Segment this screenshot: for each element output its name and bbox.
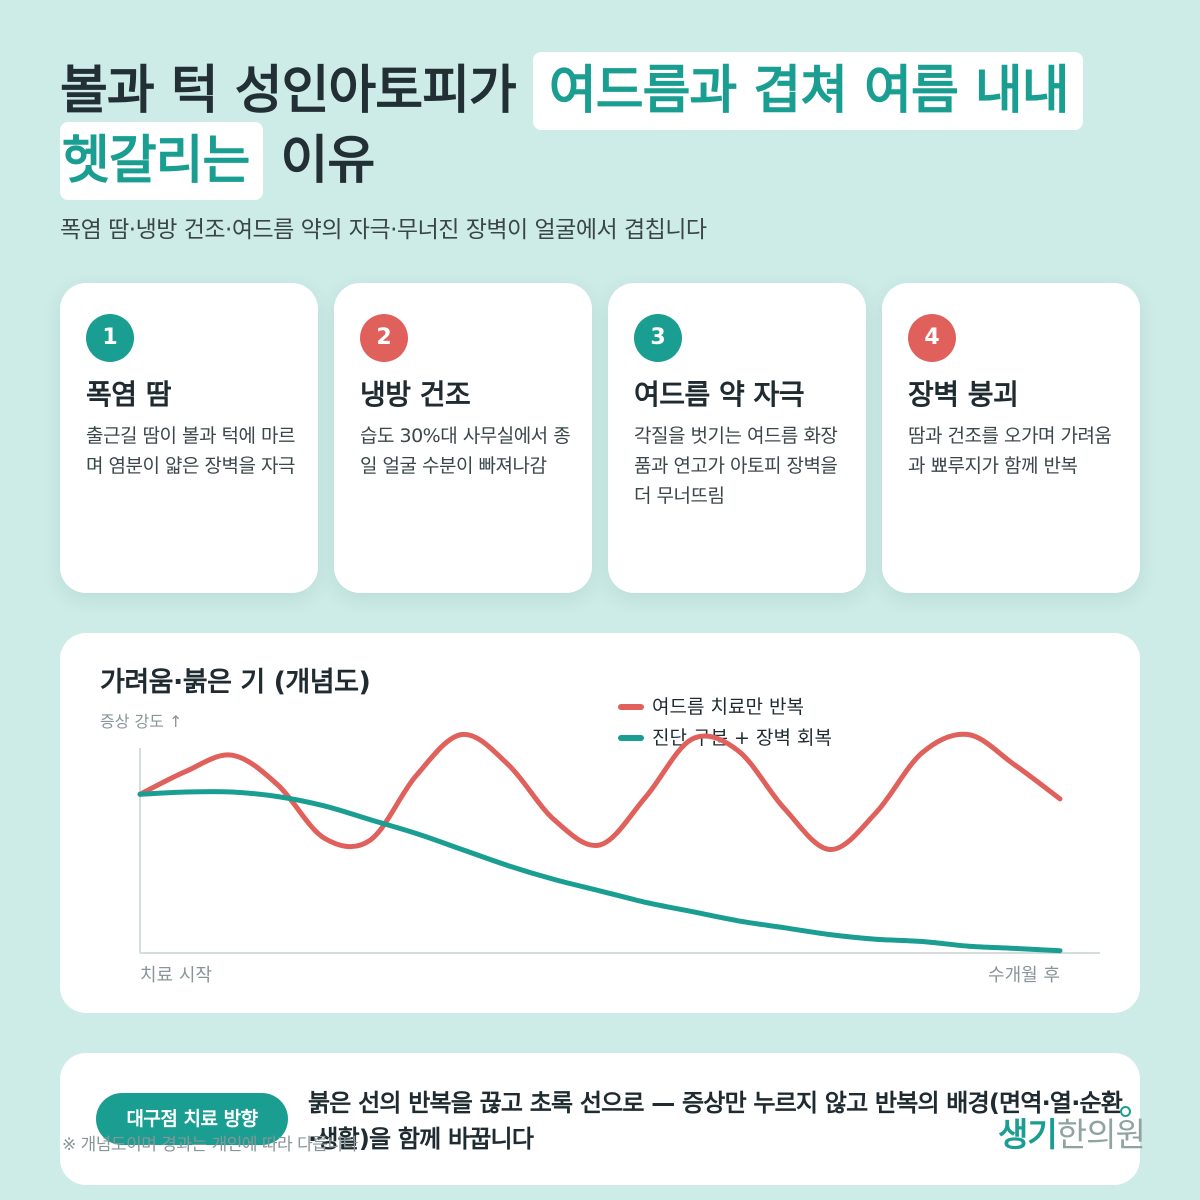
- series-line-1: [137, 789, 1063, 954]
- summary-card: 대구점 치료 방향 붉은 선의 반복을 끊고 초록 선으로 — 증상만 누르지 …: [60, 1053, 1140, 1185]
- card-number-badge: 3: [634, 314, 682, 362]
- page-title: 볼과 턱 성인아토피가 여드름과 겹쳐 여름 내내 헷갈리는 이유: [60, 52, 1150, 200]
- logo-text-secondary: 한의원: [1056, 1115, 1146, 1154]
- card-title: 냉방 건조: [360, 378, 471, 411]
- cause-card-4: 4 장벽 붕괴 땀과 건조를 오가며 가려움과 뾰루지가 함께 반복: [882, 283, 1140, 593]
- summary-text: 붉은 선의 반복을 끊고 초록 선으로 — 증상만 누르지 않고 반복의 배경(…: [308, 1089, 1123, 1153]
- title-part-1: 볼과 턱 성인아토피가: [60, 61, 517, 121]
- title-line-2: 헷갈리는 이유: [60, 122, 1150, 200]
- card-number-badge: 4: [908, 314, 956, 362]
- card-description: 습도 30%대 사무실에서 종일 얼굴 수분이 빠져나감: [360, 425, 571, 477]
- legend-label-teal: 진단 구분 + 장벽 회복: [652, 727, 832, 749]
- card-number-badge: 1: [86, 314, 134, 362]
- title-highlight-2: 헷갈리는: [60, 122, 264, 200]
- logo-text-primary: 생기: [998, 1115, 1058, 1154]
- x-end-label: 수개월 후: [988, 965, 1060, 986]
- clinic-logo: 생기한의원: [998, 1108, 1146, 1156]
- chart-title: 가려움·붉은 기 (개념도): [100, 667, 371, 698]
- cause-card-3: 3 여드름 약 자극 각질을 벗기는 여드름 화장품과 연고가 아토피 장벽을 …: [608, 283, 866, 593]
- card-title: 장벽 붕괴: [908, 378, 1019, 411]
- disclaimer-note: ※ 개념도이며 경과는 개인에 따라 다릅니다: [62, 1135, 358, 1155]
- card-title: 여드름 약 자극: [634, 378, 805, 411]
- logo-dot-icon: [1120, 1106, 1131, 1117]
- cause-card-2: 2 냉방 건조 습도 30%대 사무실에서 종일 얼굴 수분이 빠져나감: [334, 283, 592, 593]
- title-highlight-1: 여드름과 겹쳐 여름 내내: [532, 52, 1083, 130]
- chart-card: 가려움·붉은 기 (개념도) 증상 강도 ↑ 치료 시작 수개월 후 여드름 치…: [60, 633, 1140, 1013]
- chart-legend: 여드름 치료만 반복 진단 구분 + 장벽 회복: [618, 696, 832, 749]
- card-title: 폭염 땀: [86, 378, 172, 411]
- card-description: 출근길 땀이 볼과 턱에 마르며 염분이 얇은 장벽을 자극: [86, 425, 295, 477]
- cause-card-1: 1 폭염 땀 출근길 땀이 볼과 턱에 마르며 염분이 얇은 장벽을 자극: [60, 283, 318, 593]
- legend-label-red: 여드름 치료만 반복: [652, 696, 804, 718]
- symptom-chart: 증상 강도 ↑ 치료 시작 수개월 후 여드름 치료만 반복 진단 구분 + 장…: [100, 696, 1100, 986]
- card-description: 땀과 건조를 오가며 가려움과 뾰루지가 함께 반복: [908, 425, 1112, 477]
- treatment-direction-badge: 대구점 치료 방향: [96, 1093, 288, 1145]
- y-axis-label: 증상 강도 ↑: [100, 712, 182, 731]
- card-description: 각질을 벗기는 여드름 화장품과 연고가 아토피 장벽을 더 무너뜨림: [634, 425, 838, 507]
- title-part-2: 이유: [280, 131, 375, 191]
- title-line-1: 볼과 턱 성인아토피가 여드름과 겹쳐 여름 내내: [60, 52, 1150, 130]
- x-start-label: 치료 시작: [140, 965, 212, 986]
- series-line-0: [137, 731, 1063, 852]
- card-number-badge: 2: [360, 314, 408, 362]
- page-subtitle: 폭염 땀·냉방 건조·여드름 약의 자극·무너진 장벽이 얼굴에서 겹칩니다: [60, 217, 707, 243]
